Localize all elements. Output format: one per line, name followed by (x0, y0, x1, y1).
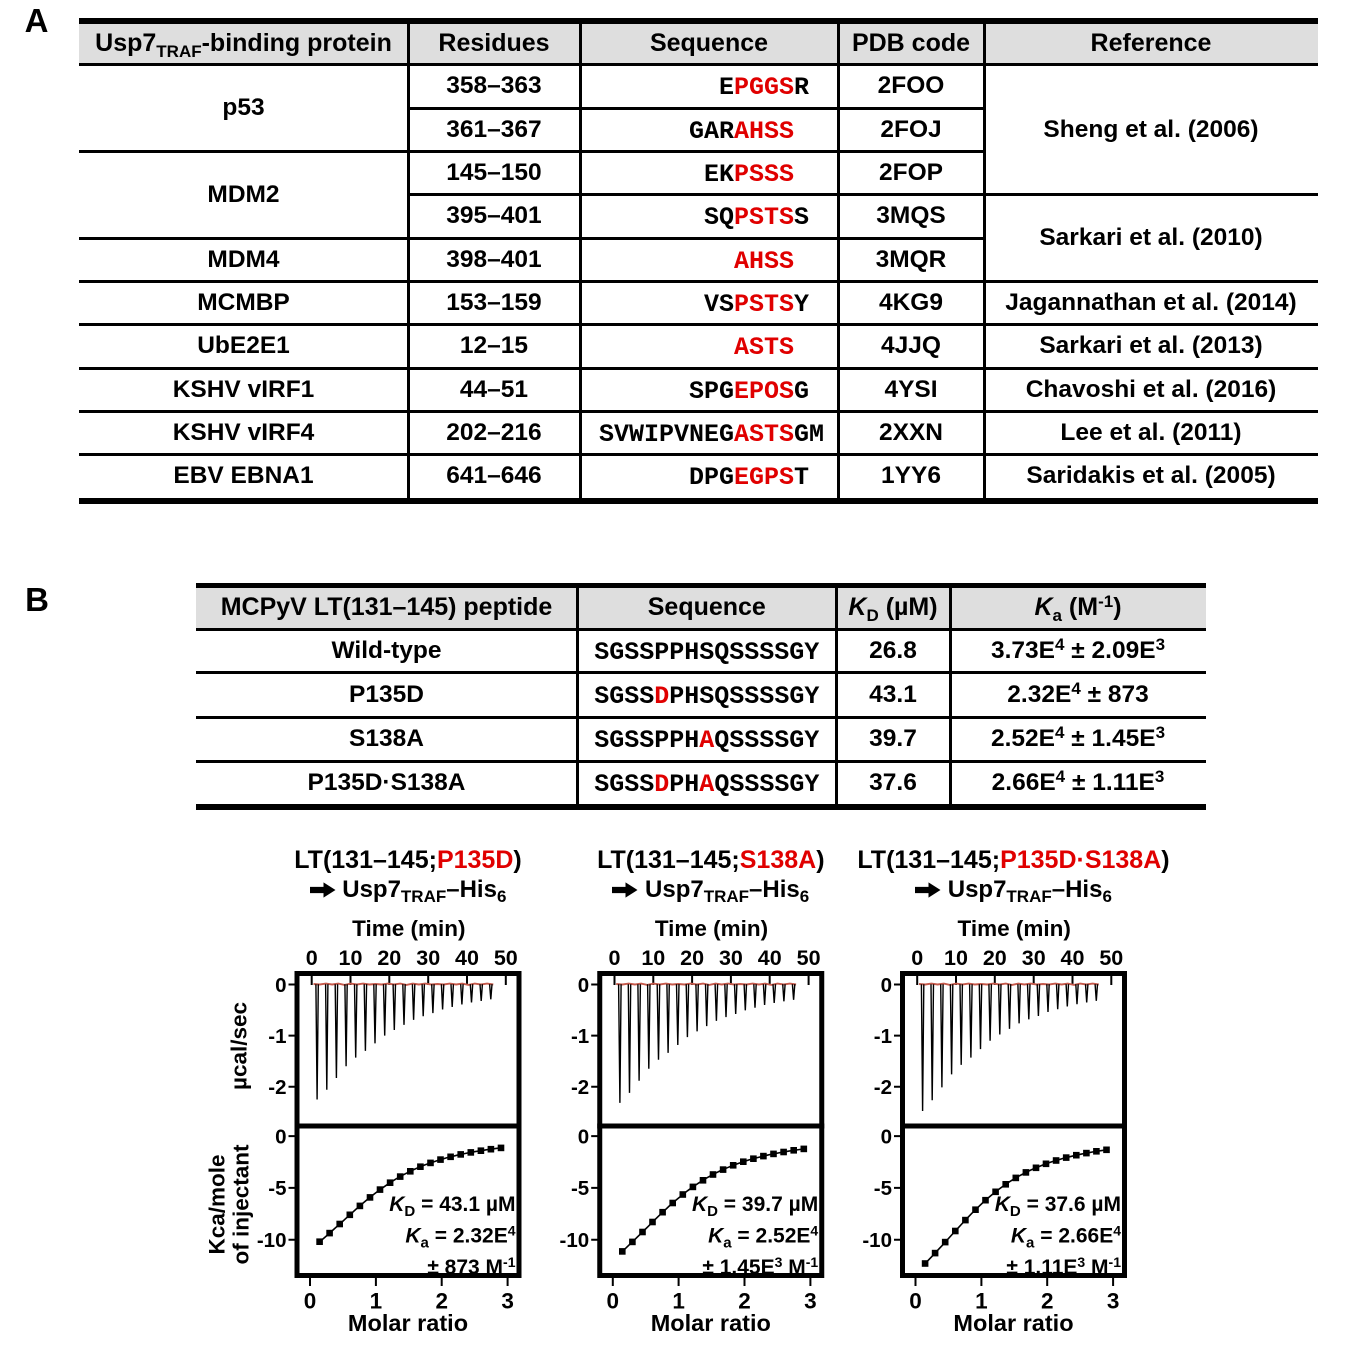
svg-text:-1: -1 (874, 1025, 892, 1048)
svg-text:of injectant: of injectant (229, 1144, 254, 1265)
svg-text:-10: -10 (862, 1229, 892, 1252)
svg-text:0: 0 (304, 1289, 317, 1314)
svg-text:30: 30 (719, 946, 743, 970)
svg-text:0: 0 (609, 946, 621, 970)
svg-text:KD = 37.6 µM: KD = 37.6 µM (995, 1193, 1121, 1220)
svg-text:1: 1 (672, 1289, 685, 1314)
svg-text:20: 20 (983, 946, 1007, 970)
svg-text:-2: -2 (874, 1076, 892, 1099)
svg-text:0: 0 (275, 1125, 286, 1148)
svg-text:10: 10 (641, 946, 665, 970)
svg-text:10: 10 (944, 946, 968, 970)
svg-text:Time (min): Time (min) (655, 916, 768, 941)
svg-text:-1: -1 (268, 1025, 286, 1048)
svg-text:1: 1 (370, 1289, 383, 1314)
svg-text:0: 0 (607, 1289, 620, 1314)
svg-text:KD = 39.7 µM: KD = 39.7 µM (692, 1193, 818, 1220)
svg-text:2: 2 (435, 1289, 448, 1314)
svg-text:3: 3 (804, 1289, 817, 1314)
svg-text:0: 0 (911, 946, 923, 970)
svg-text:KD = 43.1 µM: KD = 43.1 µM (389, 1193, 515, 1220)
svg-text:10: 10 (339, 946, 363, 970)
svg-text:50: 50 (1099, 946, 1123, 970)
svg-text:0: 0 (306, 946, 318, 970)
svg-text:2: 2 (1041, 1289, 1054, 1314)
svg-text:± 873 M-1: ± 873 M-1 (427, 1254, 515, 1279)
svg-text:-2: -2 (571, 1076, 589, 1099)
svg-text:1: 1 (975, 1289, 988, 1314)
svg-text:40: 40 (1061, 946, 1085, 970)
svg-text:2: 2 (738, 1289, 751, 1314)
svg-text:-5: -5 (571, 1177, 589, 1200)
svg-text:3: 3 (501, 1289, 514, 1314)
svg-text:µcal/sec: µcal/sec (227, 1002, 252, 1090)
svg-text:30: 30 (416, 946, 440, 970)
svg-text:0: 0 (578, 1125, 589, 1148)
svg-text:0: 0 (275, 974, 286, 997)
svg-text:20: 20 (680, 946, 704, 970)
svg-text:0: 0 (578, 974, 589, 997)
svg-text:0: 0 (881, 974, 892, 997)
svg-text:-5: -5 (268, 1177, 286, 1200)
svg-text:30: 30 (1022, 946, 1046, 970)
svg-text:Molar ratio: Molar ratio (348, 1310, 468, 1336)
svg-text:Ka = 2.32E4: Ka = 2.32E4 (405, 1223, 515, 1252)
svg-text:0: 0 (881, 1125, 892, 1148)
svg-text:3: 3 (1107, 1289, 1120, 1314)
svg-text:20: 20 (377, 946, 401, 970)
svg-text:-5: -5 (874, 1177, 892, 1200)
svg-text:50: 50 (494, 946, 518, 970)
svg-text:Molar ratio: Molar ratio (953, 1310, 1073, 1336)
svg-text:± 1.11E3 M-1: ± 1.11E3 M-1 (1006, 1254, 1121, 1279)
svg-text:-1: -1 (571, 1025, 589, 1048)
svg-text:40: 40 (758, 946, 782, 970)
svg-text:50: 50 (797, 946, 821, 970)
svg-text:Kca/mole: Kca/mole (205, 1154, 230, 1254)
svg-text:Time (min): Time (min) (352, 916, 465, 941)
svg-text:Ka = 2.52E4: Ka = 2.52E4 (708, 1223, 818, 1252)
svg-text:0: 0 (909, 1289, 922, 1314)
svg-text:-10: -10 (560, 1229, 590, 1252)
svg-text:-2: -2 (268, 1076, 286, 1099)
svg-text:40: 40 (455, 946, 479, 970)
svg-text:± 1.45E3 M-1: ± 1.45E3 M-1 (702, 1254, 818, 1279)
svg-text:Ka = 2.66E4: Ka = 2.66E4 (1011, 1223, 1121, 1252)
svg-text:Time (min): Time (min) (958, 916, 1071, 941)
svg-text:Molar ratio: Molar ratio (651, 1310, 771, 1336)
svg-text:-10: -10 (257, 1229, 287, 1252)
